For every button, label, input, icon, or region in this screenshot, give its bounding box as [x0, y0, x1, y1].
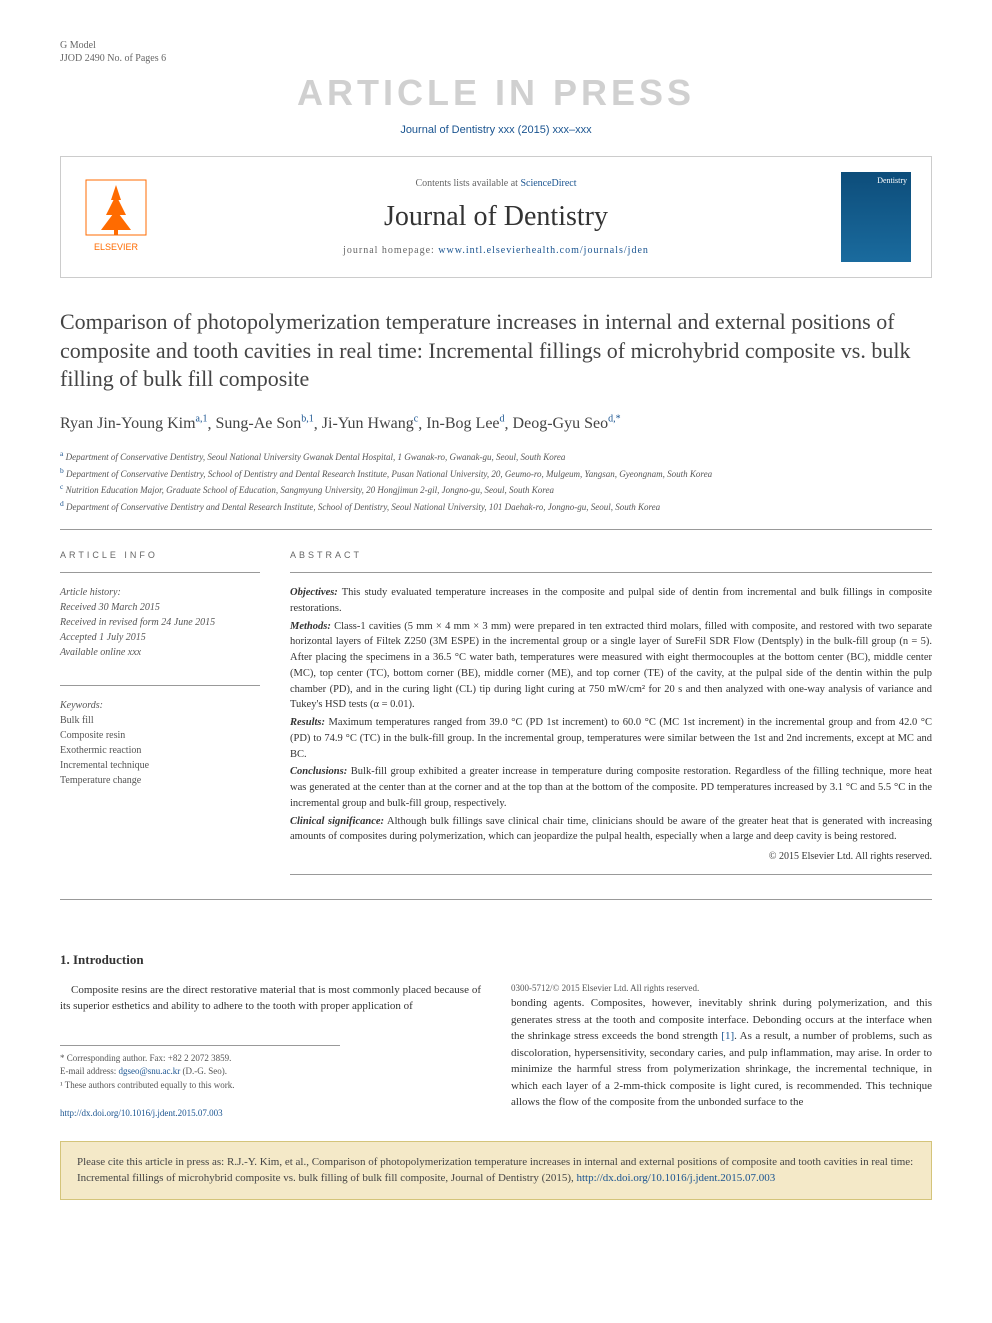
email-link[interactable]: dgseo@snu.ac.kr: [118, 1066, 180, 1076]
cover-label: Dentistry: [841, 172, 911, 189]
email-label: E-mail address:: [60, 1066, 118, 1076]
sciencedirect-link[interactable]: ScienceDirect: [520, 178, 576, 189]
history-line: Accepted 1 July 2015: [60, 630, 260, 645]
keyword: Composite resin: [60, 728, 260, 743]
keyword: Temperature change: [60, 773, 260, 788]
author: Deog-Gyu Seod,*: [513, 415, 621, 432]
abstract-column: ABSTRACT Objectives: This study evaluate…: [290, 550, 932, 887]
homepage-prefix: journal homepage:: [343, 245, 438, 256]
abstract-copyright: © 2015 Elsevier Ltd. All rights reserved…: [290, 851, 932, 862]
divider: [60, 685, 260, 686]
corresponding-author: * Corresponding author. Fax: +82 2 2072 …: [60, 1052, 340, 1066]
citation-top: Journal of Dentistry xxx (2015) xxx–xxx: [60, 124, 932, 136]
intro-para1: Composite resins are the direct restorat…: [60, 984, 481, 1013]
doi-link[interactable]: http://dx.doi.org/10.1016/j.jdent.2015.0…: [60, 1108, 223, 1118]
keyword: Exothermic reaction: [60, 743, 260, 758]
history-line: Received 30 March 2015: [60, 600, 260, 615]
journal-header-box: ELSEVIER Contents lists available at Sci…: [60, 156, 932, 278]
homepage-link[interactable]: www.intl.elsevierhealth.com/journals/jde…: [438, 245, 649, 256]
gmodel-line2: JJOD 2490 No. of Pages 6: [60, 53, 932, 64]
keywords-label: Keywords:: [60, 698, 260, 713]
history-line: Available online xxx: [60, 645, 260, 660]
equal-contribution: ¹ These authors contributed equally to t…: [60, 1079, 340, 1093]
divider: [60, 529, 932, 530]
issn-line: 0300-5712/© 2015 Elsevier Ltd. All right…: [511, 982, 932, 996]
affiliation: a Department of Conservative Dentistry, …: [60, 448, 932, 465]
article-in-press-watermark: ARTICLE IN PRESS: [60, 72, 932, 114]
journal-name: Journal of Dentistry: [171, 201, 821, 233]
abstract-body: Objectives: This study evaluated tempera…: [290, 585, 932, 845]
footnotes-block: * Corresponding author. Fax: +82 2 2072 …: [60, 1045, 340, 1093]
author-sup: d,*: [608, 414, 621, 425]
affiliation: d Department of Conservative Dentistry a…: [60, 498, 932, 515]
abstract-section: Methods: Class-1 cavities (5 mm × 4 mm ×…: [290, 619, 932, 714]
citation-box: Please cite this article in press as: R.…: [60, 1141, 932, 1200]
authors-list: Ryan Jin-Young Kima,1, Sung-Ae Sonb,1, J…: [60, 414, 932, 433]
divider: [60, 572, 260, 573]
introduction-section: 1. Introduction Composite resins are the…: [60, 950, 932, 1121]
email-suffix: (D.-G. Seo).: [180, 1066, 227, 1076]
author-sup: a,1: [196, 414, 208, 425]
abstract-section: Conclusions: Bulk-fill group exhibited a…: [290, 764, 932, 811]
article-title: Comparison of photopolymerization temper…: [60, 308, 932, 394]
ref-1-link[interactable]: [1]: [721, 1030, 734, 1042]
author: Ji-Yun Hwangc: [322, 415, 418, 432]
contents-prefix: Contents lists available at: [415, 178, 520, 189]
keyword: Incremental technique: [60, 758, 260, 773]
abstract-section: Results: Maximum temperatures ranged fro…: [290, 715, 932, 762]
keywords-block: Keywords: Bulk fillComposite resinExothe…: [60, 698, 260, 788]
journal-cover-thumbnail: Dentistry: [841, 172, 911, 262]
homepage-line: journal homepage: www.intl.elsevierhealt…: [171, 245, 821, 256]
article-info-heading: ARTICLE INFO: [60, 550, 260, 560]
introduction-heading: 1. Introduction: [60, 950, 932, 970]
abstract-section: Objectives: This study evaluated tempera…: [290, 585, 932, 617]
author: Sung-Ae Sonb,1: [215, 415, 313, 432]
keyword: Bulk fill: [60, 713, 260, 728]
affiliation: b Department of Conservative Dentistry, …: [60, 465, 932, 482]
abstract-heading: ABSTRACT: [290, 550, 932, 560]
author-sup: b,1: [301, 414, 314, 425]
affiliation: c Nutrition Education Major, Graduate Sc…: [60, 481, 932, 498]
author: In-Bog Leed: [426, 415, 504, 432]
article-info-column: ARTICLE INFO Article history: Received 3…: [60, 550, 260, 887]
affiliations: a Department of Conservative Dentistry, …: [60, 448, 932, 514]
abstract-section: Clinical significance: Although bulk fil…: [290, 814, 932, 846]
divider: [290, 572, 932, 573]
history-label: Article history:: [60, 585, 260, 600]
author-sup: c: [414, 414, 418, 425]
citation-text: Please cite this article in press as: R.…: [77, 1156, 913, 1185]
elsevier-logo: ELSEVIER: [81, 175, 151, 260]
citation-doi-link[interactable]: http://dx.doi.org/10.1016/j.jdent.2015.0…: [577, 1172, 776, 1184]
elsevier-text: ELSEVIER: [94, 242, 139, 252]
divider: [60, 899, 932, 900]
gmodel-line1: G Model: [60, 40, 932, 51]
author-sup: d: [500, 414, 505, 425]
divider: [290, 874, 932, 875]
article-history: Article history: Received 30 March 2015R…: [60, 585, 260, 660]
history-line: Received in revised form 24 June 2015: [60, 615, 260, 630]
contents-line: Contents lists available at ScienceDirec…: [171, 178, 821, 189]
author: Ryan Jin-Young Kima,1: [60, 415, 207, 432]
